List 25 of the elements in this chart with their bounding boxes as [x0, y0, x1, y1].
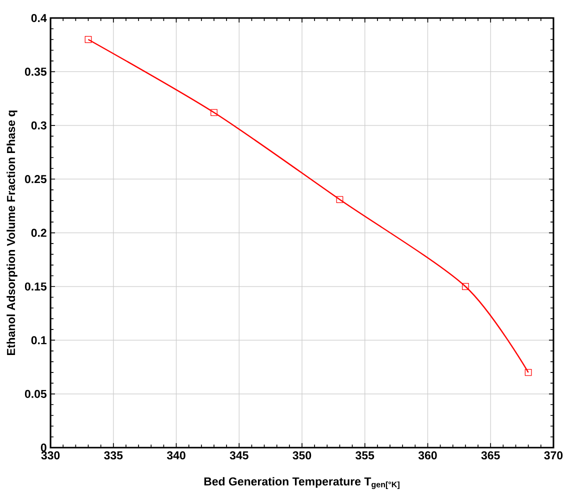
point: [524, 369, 532, 376]
y-tick-label: 0.4: [31, 14, 47, 22]
x-tick-label: 360: [418, 451, 437, 460]
y-tick-label: 0.25: [24, 175, 47, 184]
x-tick-label: 370: [544, 451, 563, 460]
x-tick-label: 345: [230, 451, 248, 460]
x-tick-label: 330: [41, 451, 60, 460]
y-tick-label: 0.35: [24, 68, 47, 76]
point: [336, 196, 344, 204]
x-tick-label: 350: [292, 451, 312, 460]
y-tick-label: 0.3: [31, 121, 46, 130]
x-tick-label: 355: [356, 451, 374, 460]
point: [462, 283, 469, 290]
x-tick-label: 340: [166, 451, 186, 460]
y-tick-label: 0: [40, 444, 46, 452]
x-tick-label: 335: [104, 451, 123, 460]
y-tick-label: 0.1: [31, 336, 47, 344]
y-tick-label: 0.05: [24, 390, 47, 398]
point: [84, 36, 92, 44]
y-axis-title: Ethanol Adsorption Volume Fraction Phase q: [6, 110, 18, 356]
y-tick-label: 0.2: [31, 228, 46, 238]
x-axis-title: Bed Generation Temperature T$_{gen[°K]}$: [204, 477, 400, 490]
y-tick-label: 0.15: [24, 282, 47, 291]
point: [210, 109, 218, 116]
x-tick-label: 365: [481, 451, 500, 460]
